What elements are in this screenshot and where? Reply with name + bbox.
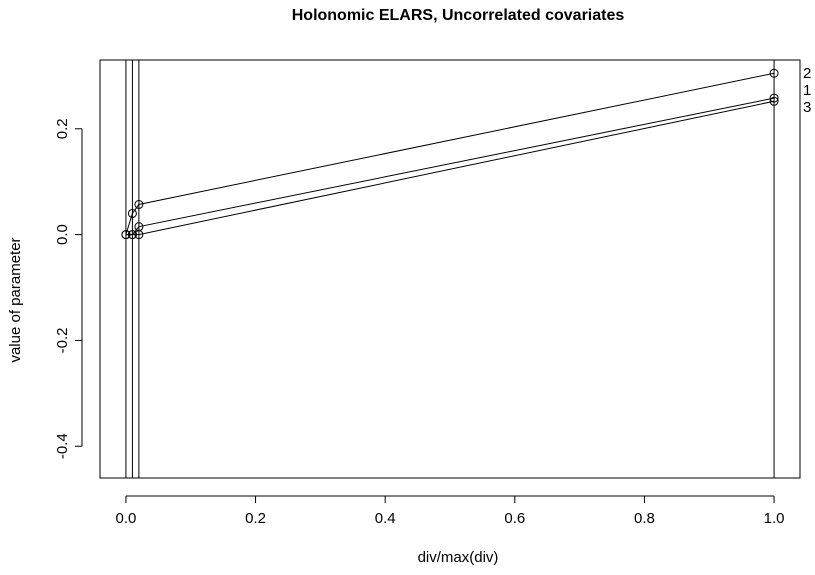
series-point-3 (134, 230, 144, 240)
series-point-3 (127, 230, 137, 240)
y-tick-label: -0.2 (54, 328, 71, 354)
series-label-3: 3 (803, 99, 811, 116)
x-tick-label: 0.0 (115, 510, 136, 527)
x-tick-label: 0.2 (245, 510, 266, 527)
y-tick-label: 0.2 (54, 118, 71, 139)
series-line-3 (125, 100, 775, 236)
x-tick-label: 0.6 (504, 510, 525, 527)
series-label-1: 1 (803, 82, 811, 99)
series-point-3 (121, 230, 131, 240)
x-tick-label: 1.0 (764, 510, 785, 527)
plot-marks: 0.0 0.2 0.4 0.6 0.8 1.0 -0.4 -0.2 0.0 0.2 213 (54, 60, 811, 527)
series-point-2 (769, 68, 779, 78)
chart-title: Holonomic ELARS, Uncorrelated covariates (292, 7, 625, 24)
x-tick-label: 0.8 (634, 510, 655, 527)
series-label-2: 2 (803, 65, 811, 82)
series-point-2 (134, 199, 144, 209)
y-axis-label: value of parameter (7, 237, 24, 362)
series-point-2 (127, 208, 137, 218)
series-line-2 (125, 72, 775, 235)
plot-frame (99, 59, 801, 479)
y-tick-label: 0.0 (54, 224, 71, 245)
y-tick-label: -0.4 (54, 433, 71, 459)
series-point-1 (769, 93, 779, 103)
series-line-1 (125, 97, 775, 236)
x-axis-label: div/max(div) (418, 549, 499, 566)
series-point-3 (769, 96, 779, 106)
x-tick-label: 0.4 (375, 510, 396, 527)
